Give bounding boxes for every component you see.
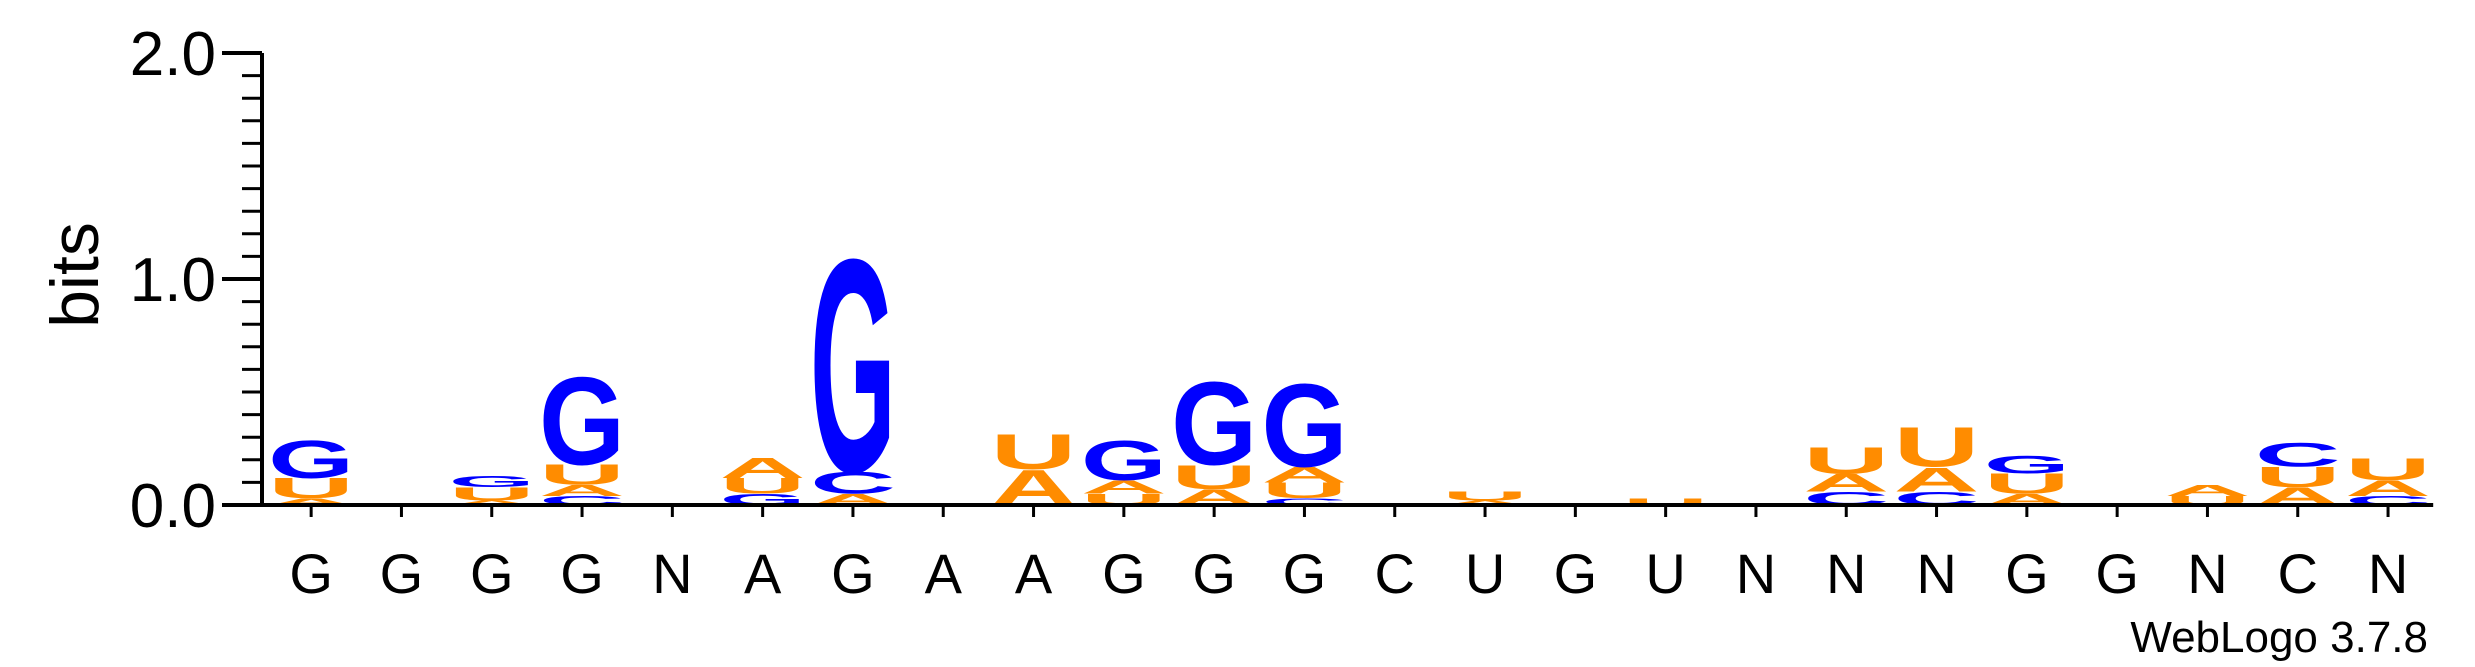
position-label: G [2005, 542, 2049, 605]
stack-position-3: AUG [449, 473, 535, 507]
letter-G: G [268, 430, 354, 490]
letter-C: C [810, 466, 896, 501]
y-tick-label: 2.0 [130, 20, 216, 89]
position-label: G [1283, 542, 1327, 605]
stack-position-23: AUC [2255, 435, 2341, 510]
position-label: C [1375, 542, 1415, 605]
letter-G: G [1171, 357, 1257, 490]
letter-G: G [1261, 360, 1347, 493]
position-label: N [2187, 542, 2227, 605]
letter-U: U [539, 460, 625, 491]
letter-G: G [1984, 450, 2070, 478]
position-label: N [652, 542, 692, 605]
stack-position-19: CAU [1894, 416, 1980, 510]
letter-U: U [1803, 439, 1889, 481]
position-label: G [380, 542, 424, 605]
position-label: N [2368, 542, 2408, 605]
letter-U: U [1171, 458, 1257, 497]
letter-A: A [1803, 469, 1889, 497]
letter-U: U [1442, 489, 1528, 503]
letter-U: U [1261, 478, 1347, 503]
letter-A: A [449, 499, 535, 506]
position-label: G [1554, 542, 1598, 605]
letter-U: U [1984, 469, 2070, 500]
position-label: G [1192, 542, 1236, 605]
position-label: G [831, 542, 875, 605]
stack-position-7: ACG [810, 196, 896, 536]
position-label: N [1736, 542, 1776, 605]
letter-A: A [1261, 463, 1347, 488]
stack-position-14: AU [1442, 489, 1528, 506]
letter-A: A [1081, 477, 1167, 498]
letter-G: G [810, 196, 896, 536]
stack-position-1: AUG [268, 430, 354, 507]
letter-U: U [2345, 452, 2431, 487]
letter-A: A [539, 482, 625, 500]
letter-A: A [1442, 499, 1528, 506]
stack-position-16: U [1623, 497, 1709, 507]
letter-A: A [2345, 476, 2431, 501]
stack-position-9: AU [991, 424, 1077, 516]
position-label: G [560, 542, 604, 605]
letter-A: A [268, 497, 354, 507]
stack-position-18: CAU [1803, 439, 1889, 509]
position-label: N [1916, 542, 1956, 605]
letter-C: C [1261, 497, 1347, 507]
stack-position-24: CAU [2345, 452, 2431, 508]
letter-U: U [449, 484, 535, 505]
letter-A: A [2164, 482, 2250, 500]
y-axis: 0.0 1.0 2.0 [130, 20, 264, 541]
weblogo-credit: WebLogo 3.7.8 [2130, 613, 2428, 662]
position-label: N [1826, 542, 1866, 605]
letter-U: U [1623, 497, 1709, 507]
y-tick-label: 0.0 [130, 472, 216, 541]
position-label: A [744, 542, 782, 605]
y-axis-label: bits [37, 222, 113, 328]
position-label: U [1465, 542, 1505, 605]
letter-C: C [2255, 435, 2341, 474]
letter-G: G [539, 352, 625, 492]
stack-position-20: AUG [1984, 450, 2070, 508]
letter-U: U [720, 474, 806, 499]
letter-G: G [1081, 429, 1167, 492]
position-label: G [289, 542, 333, 605]
letter-A: A [720, 453, 806, 484]
position-label: U [1645, 542, 1685, 605]
position-label: A [1015, 542, 1053, 605]
letter-A: A [1894, 460, 1980, 499]
stack-position-6: GUA [720, 453, 806, 509]
stack-position-11: AUG [1171, 357, 1257, 509]
position-label: G [1102, 542, 1146, 605]
letter-G: G [449, 473, 535, 490]
position-label: A [925, 542, 963, 605]
position-label: G [470, 542, 514, 605]
stack-position-10: UAG [1081, 429, 1167, 508]
letter-U: U [2255, 462, 2341, 493]
letter-U: U [1894, 416, 1980, 479]
position-label: C [2278, 542, 2318, 605]
y-tick-label: 1.0 [130, 246, 216, 315]
position-label: G [2095, 542, 2139, 605]
letter-U: U [268, 473, 354, 504]
letter-U: U [991, 424, 1077, 480]
